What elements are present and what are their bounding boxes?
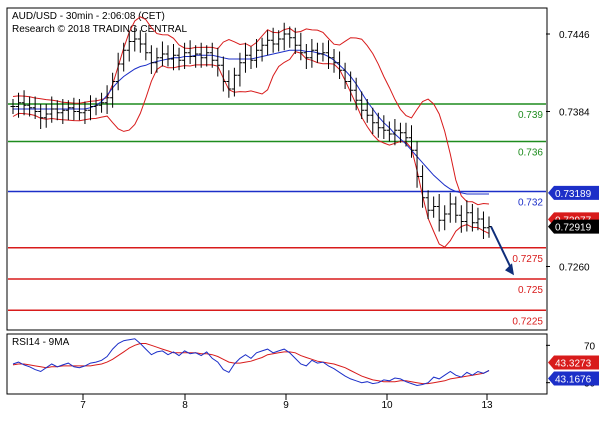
rsi-ma-line <box>12 343 490 385</box>
rsi-value-tag-bg <box>548 371 599 386</box>
rsi-tick-label: 70 <box>584 341 596 352</box>
level-label: 0.739 <box>518 110 543 121</box>
time-tick-label: 7 <box>80 400 86 411</box>
rsi-value-tag-label: 43.3273 <box>555 359 592 370</box>
level-label: 0.732 <box>518 198 543 209</box>
rsi-line <box>12 338 490 387</box>
rsi-value-tag-label: 43.1676 <box>555 375 592 386</box>
time-axis: 7 8 9 10 13 <box>80 394 493 411</box>
candlesticks <box>10 22 492 239</box>
level-label: 0.736 <box>518 148 543 159</box>
level-label: 0.725 <box>518 285 543 296</box>
price-tick-label: 0.7446 <box>559 30 590 41</box>
chart-subtitle: Research © 2018 TRADING CENTRAL <box>12 24 187 35</box>
forecast-arrow <box>490 226 514 276</box>
price-axis: 0.7446 0.7384 0.7260 <box>546 30 590 274</box>
upper-band-line <box>12 16 490 206</box>
support-resistance-levels: 0.739 0.736 0.732 0.7275 0.725 0.7225 <box>8 103 546 327</box>
rsi-title: RSI14 - 9MA <box>12 337 70 348</box>
rsi-panel-frame <box>6 333 548 395</box>
forecast-arrow-shaft <box>490 226 513 271</box>
time-tick-label: 8 <box>182 400 188 411</box>
level-label: 0.7225 <box>512 316 543 327</box>
rsi-value-tag-bg <box>548 355 599 370</box>
price-tag-label: 0.72919 <box>555 223 592 234</box>
time-tick-label: 9 <box>283 400 289 411</box>
chart-title: AUD/USD - 30min - 2:06:08 (CET) <box>12 11 165 22</box>
lower-band-line <box>12 51 490 248</box>
time-tick-label: 10 <box>381 400 393 411</box>
price-panel-frame <box>6 7 548 331</box>
level-label: 0.7275 <box>512 254 543 265</box>
price-tag-bg <box>548 185 599 200</box>
bollinger-bands <box>12 16 490 248</box>
time-tick-label: 13 <box>481 400 493 411</box>
price-tick-label: 0.7260 <box>559 263 590 274</box>
forecast-arrow-head <box>505 263 514 276</box>
price-tag-label: 0.73189 <box>555 189 592 200</box>
price-tag-bg <box>548 219 599 234</box>
price-tick-label: 0.7384 <box>559 108 590 119</box>
rsi-lines <box>12 338 490 387</box>
